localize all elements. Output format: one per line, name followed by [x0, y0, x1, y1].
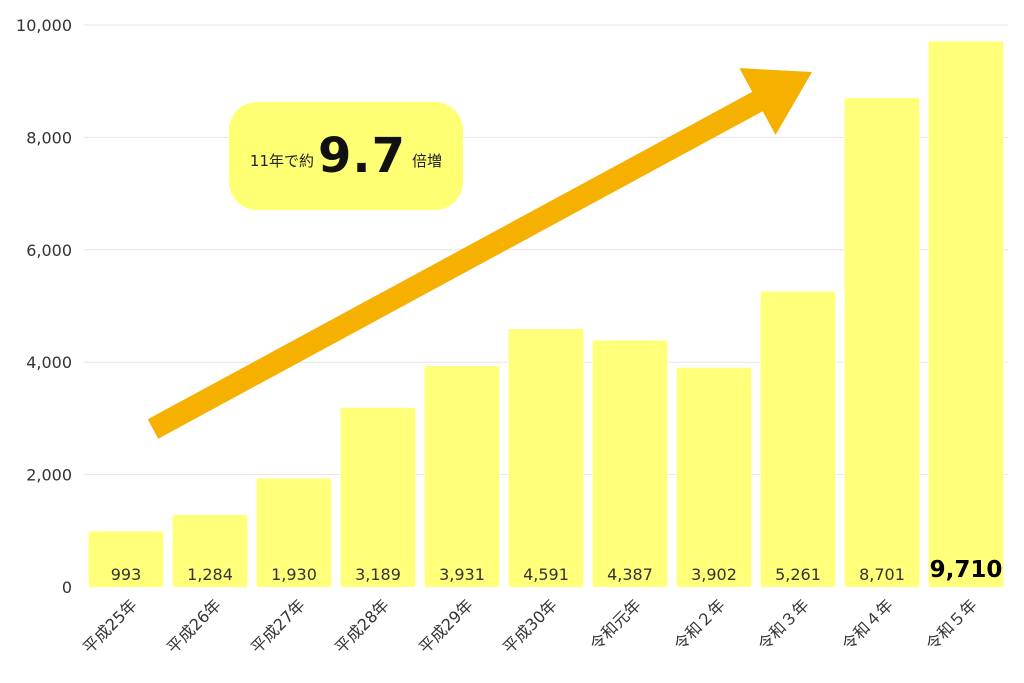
x-tick-label: 平成25年 — [79, 595, 141, 657]
bar — [676, 367, 752, 587]
x-tick-label: 令和３年 — [754, 595, 813, 654]
data-label: 9,710 — [930, 557, 1003, 583]
y-tick-label: 4,000 — [26, 353, 72, 372]
bar — [928, 41, 1004, 588]
x-tick-label: 令和５年 — [922, 595, 981, 654]
bar — [340, 407, 416, 587]
x-tick-label: 令和４年 — [838, 595, 897, 654]
bar — [508, 328, 584, 587]
x-tick-label: 平成26年 — [163, 595, 225, 657]
bar — [256, 478, 332, 587]
y-tick-label: 6,000 — [26, 241, 72, 260]
y-tick-label: 2,000 — [26, 466, 72, 485]
bar — [172, 514, 248, 587]
y-tick-label: 0 — [62, 578, 72, 597]
y-tick-label: 10,000 — [16, 16, 72, 35]
x-tick-label: 平成28年 — [331, 595, 393, 657]
data-label: 1,284 — [187, 565, 233, 584]
trend-arrow — [147, 68, 813, 439]
data-label: 1,930 — [271, 565, 317, 584]
bar — [424, 366, 500, 587]
data-label: 5,261 — [775, 565, 821, 584]
data-label: 8,701 — [859, 565, 905, 584]
x-tick-label: 平成29年 — [415, 595, 477, 657]
bar — [844, 98, 920, 588]
x-tick-label: 平成30年 — [499, 595, 561, 657]
y-tick-label: 8,000 — [26, 128, 72, 147]
data-label: 3,189 — [355, 565, 401, 584]
data-label: 4,591 — [523, 565, 569, 584]
bar — [760, 291, 836, 587]
data-label: 3,931 — [439, 565, 485, 584]
growth-callout: 11年で約 9.7 倍増 — [229, 102, 463, 210]
bar — [592, 340, 668, 587]
bar — [88, 531, 164, 587]
x-tick-label: 平成27年 — [247, 595, 309, 657]
trend-arrow-shape — [147, 68, 813, 439]
callout-suffix: 倍増 — [412, 151, 443, 170]
x-tick-label: 令和２年 — [670, 595, 729, 654]
data-label: 3,902 — [691, 565, 737, 584]
callout-prefix: 11年で約 — [249, 151, 315, 170]
callout-value: 9.7 — [318, 128, 407, 184]
data-label: 4,387 — [607, 565, 653, 584]
x-tick-label: 令和元年 — [586, 595, 645, 654]
data-label: 993 — [111, 565, 142, 584]
bars — [88, 41, 1004, 588]
